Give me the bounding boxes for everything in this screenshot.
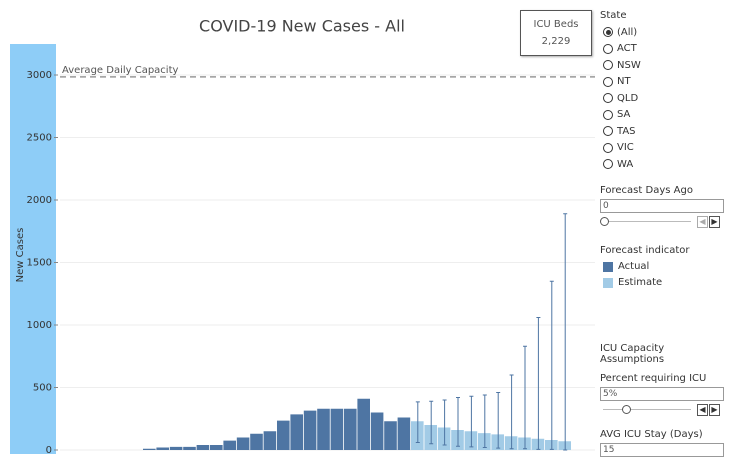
bar	[317, 408, 330, 450]
radio-circle[interactable]	[603, 76, 613, 87]
legend-title: Forecast indicator	[600, 244, 690, 256]
radio-option[interactable]: ACT	[600, 41, 730, 58]
radio-circle[interactable]	[603, 142, 613, 153]
radio-label: ACT	[617, 43, 637, 55]
slider-prev[interactable]: ◀	[697, 215, 708, 228]
bar	[169, 446, 183, 450]
text-input[interactable]: 15	[600, 442, 724, 457]
bar	[357, 398, 370, 450]
slider[interactable]: ◀ ▶	[600, 215, 722, 229]
kpi-label: ICU Beds	[533, 19, 579, 30]
bar	[156, 447, 169, 450]
bar	[370, 412, 384, 450]
radio-circle[interactable]	[603, 60, 613, 71]
radio-label: SA	[617, 109, 631, 121]
y-tick-label: 3000	[27, 70, 52, 81]
axis-band	[10, 44, 56, 454]
bar	[143, 448, 156, 450]
radio-option[interactable]: NSW	[600, 57, 730, 74]
radio-circle[interactable]	[603, 43, 613, 54]
kpi-value: 2,229	[541, 36, 571, 47]
radio-option[interactable]: NT	[600, 74, 730, 91]
bar	[384, 421, 397, 450]
filter-title: State	[600, 10, 627, 21]
section-title: ICU Capacity Assumptions	[600, 342, 665, 365]
radio-circle[interactable]	[603, 93, 613, 104]
slider-track	[603, 408, 691, 410]
bar	[303, 410, 317, 450]
bar	[397, 417, 411, 450]
radio-option[interactable]: SA	[600, 107, 730, 124]
radio-label: NSW	[617, 59, 641, 71]
radio-label: NT	[617, 76, 631, 88]
radio-circle[interactable]	[603, 126, 613, 137]
radio-option[interactable]: QLD	[600, 90, 730, 107]
y-tick-label: 1000	[27, 320, 52, 331]
radio-option[interactable]: (All)	[600, 24, 730, 41]
chart-title: COVID-19 New Cases - All	[199, 17, 405, 36]
bar	[196, 445, 210, 450]
param-title: Percent requiring ICU	[600, 372, 707, 384]
bar	[437, 427, 451, 450]
bar	[250, 433, 263, 450]
bar	[277, 420, 290, 450]
side-panel: State (All) ACT NSW NT QLD SA TAS VIC WA Forecas…	[600, 10, 730, 457]
radio-label: WA	[617, 158, 634, 170]
slider-track	[603, 220, 691, 222]
legend-label: Actual	[618, 261, 650, 272]
radio-label: TAS	[617, 125, 636, 137]
bar	[330, 408, 344, 450]
radio-label: QLD	[617, 92, 639, 104]
legend-swatch	[603, 277, 613, 288]
bar	[210, 445, 223, 450]
kpi-box: ICU Beds 2,229	[520, 10, 592, 56]
slider[interactable]: ◀ ▶	[600, 403, 722, 417]
radio-label: VIC	[617, 142, 634, 154]
radio-option[interactable]: TAS	[600, 123, 730, 140]
slider-next[interactable]: ▶	[709, 215, 720, 228]
legend-swatch	[603, 261, 613, 272]
reference-label: Average Daily Capacity	[62, 65, 179, 76]
bar	[531, 438, 545, 450]
legend-label: Estimate	[618, 277, 663, 288]
slider-knob[interactable]	[622, 404, 631, 414]
radio-option[interactable]: WA	[600, 156, 730, 173]
slider-next[interactable]: ▶	[709, 403, 720, 416]
radio-label: (All)	[617, 26, 638, 38]
y-tick-label: 2500	[27, 133, 52, 144]
y-tick-label: 2000	[27, 195, 52, 206]
text-input[interactable]: 5%	[600, 386, 724, 401]
bar	[223, 440, 236, 450]
radio-circle[interactable]	[603, 159, 613, 170]
bar	[263, 431, 277, 450]
param-title: AVG ICU Stay (Days)	[600, 428, 703, 440]
legend-item[interactable]: Estimate	[600, 275, 730, 291]
radio-circle[interactable]	[603, 27, 613, 38]
slider-knob[interactable]	[600, 216, 609, 226]
bar	[504, 436, 518, 450]
param-title: Forecast Days Ago	[600, 184, 693, 196]
radio-option[interactable]: VIC	[600, 140, 730, 157]
bar	[183, 446, 196, 450]
y-tick-label: 500	[33, 383, 52, 394]
bar	[344, 408, 357, 450]
radio-group: (All) ACT NSW NT QLD SA TAS VIC WA	[600, 24, 730, 173]
y-tick-label: 0	[46, 445, 52, 454]
bar	[290, 414, 303, 450]
y-axis-title: New Cases	[15, 228, 26, 283]
legend: Actual Estimate	[600, 259, 730, 291]
chart: COVID-19 New Cases - All New Cases 0 500 1…	[10, 17, 595, 454]
legend-item[interactable]: Actual	[600, 259, 730, 275]
text-input[interactable]: 0	[600, 198, 724, 213]
y-tick-label: 1500	[27, 258, 52, 269]
bar	[236, 437, 250, 450]
slider-prev[interactable]: ◀	[697, 403, 708, 416]
radio-circle[interactable]	[603, 109, 613, 120]
